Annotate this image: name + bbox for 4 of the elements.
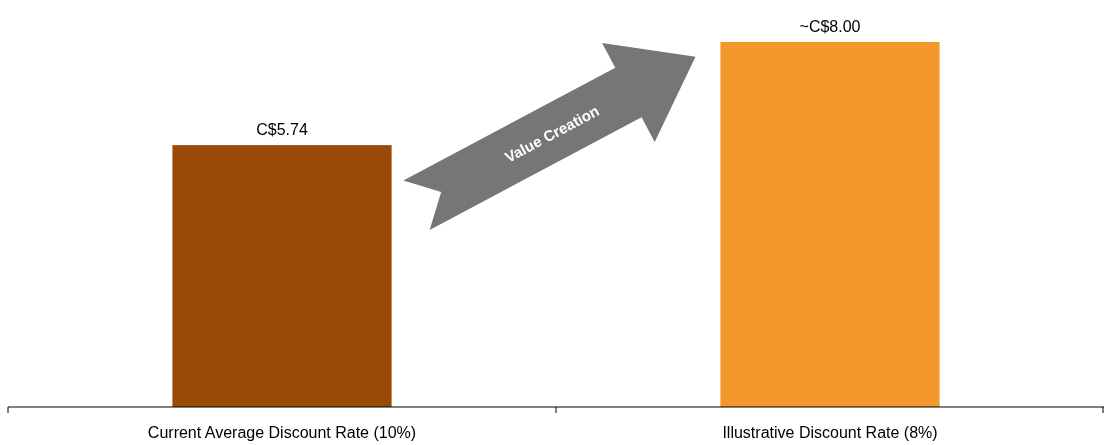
x-tick-label: Illustrative Discount Rate (8%) (722, 424, 938, 441)
data-label: C$5.74 (256, 121, 308, 139)
x-tick-label: Current Average Discount Rate (10%) (147, 424, 417, 441)
data-label: ~C$8.00 (799, 18, 861, 35)
